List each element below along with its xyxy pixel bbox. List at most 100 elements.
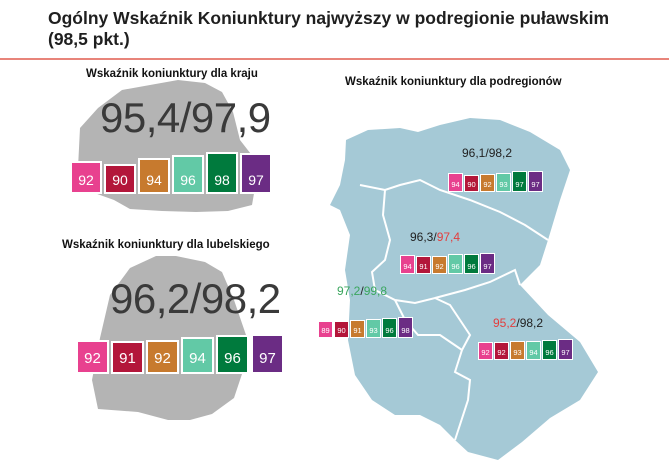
indicator-box: 92: [70, 161, 102, 194]
indicator-box-label: 89: [321, 325, 330, 335]
subregion-4-value-a: 95,2: [493, 316, 517, 330]
subregion-3-value-a: 97,2: [337, 284, 361, 298]
indicator-box: 94: [400, 255, 415, 274]
subregions-map-shape: [330, 118, 598, 460]
subregion-1-sep: /: [485, 146, 489, 160]
indicator-box-label: 92: [435, 261, 444, 271]
indicator-box: 90: [104, 164, 136, 194]
subregion-4-sep: /: [516, 316, 520, 330]
subregion-3-sep: /: [360, 284, 364, 298]
indicator-box: 96: [448, 254, 463, 274]
subregion-4-indicator-boxes: 92 92 93 94 96 97: [478, 339, 573, 360]
subregions-map: [330, 118, 598, 460]
indicator-box-label: 97: [531, 179, 540, 189]
indicator-box-label: 93: [499, 179, 508, 189]
indicator-box: 92: [432, 256, 447, 274]
country-indicator-boxes: 92 90 94 96 98 97: [70, 152, 272, 194]
indicator-box-label: 92: [483, 179, 492, 189]
indicator-box-label: 90: [112, 172, 128, 188]
indicator-box-label: 90: [337, 325, 346, 335]
indicator-box-label: 98: [214, 172, 230, 188]
indicator-box: 93: [496, 173, 511, 192]
indicator-box: 91: [416, 256, 431, 274]
indicator-box-label: 97: [483, 261, 492, 271]
indicator-box: 93: [366, 319, 381, 338]
province-value: 96,2/98,2: [110, 275, 281, 322]
page-title: Ogólny Wskaźnik Koniunktury najwyższy w …: [48, 8, 610, 49]
indicator-box-label: 97: [248, 172, 264, 188]
indicator-box-label: 96: [180, 172, 196, 188]
indicator-box-label: 92: [84, 350, 101, 367]
subregion-border: [359, 178, 549, 241]
subregion-3-value: 97,2/99,8: [337, 284, 387, 298]
indicator-box-label: 98: [401, 325, 410, 335]
indicator-box: 97: [251, 334, 284, 374]
indicator-box-label: 96: [467, 261, 476, 271]
indicator-box-label: 94: [451, 179, 460, 189]
indicator-box-label: 92: [497, 347, 506, 357]
indicator-box-label: 96: [451, 261, 460, 271]
indicator-box: 97: [480, 253, 495, 274]
indicator-box: 98: [206, 152, 238, 194]
indicator-box: 94: [448, 173, 463, 192]
indicator-box-label: 94: [189, 350, 206, 367]
subregion-2-value-a: 96,3: [410, 230, 434, 244]
indicator-box-label: 91: [419, 261, 428, 271]
subregions-heading: Wskaźnik koniunktury dla podregionów: [345, 76, 562, 88]
indicator-box: 96: [382, 318, 397, 338]
indicator-box: 92: [478, 342, 493, 360]
indicator-box: 91: [350, 320, 365, 338]
indicator-box: 89: [318, 321, 333, 338]
subregion-1-indicator-boxes: 94 90 92 93 97 97: [448, 171, 543, 192]
country-heading: Wskaźnik koniunktury dla kraju: [86, 68, 258, 80]
indicator-box: 91: [111, 341, 144, 374]
subregion-3-value-b: 99,8: [363, 284, 388, 298]
subregion-border: [434, 268, 521, 299]
indicator-box-label: 91: [119, 350, 136, 367]
indicator-box: 92: [494, 342, 509, 360]
indicator-box: 96: [216, 335, 249, 374]
subregion-1-value: 96,1/98,2: [462, 146, 512, 160]
indicator-box: 96: [172, 155, 204, 194]
indicator-box-label: 92: [78, 172, 94, 188]
indicator-box-label: 97: [515, 179, 524, 189]
indicator-box-label: 91: [353, 325, 362, 335]
subregion-2-value-b: 97,4: [436, 230, 461, 244]
indicator-box: 97: [558, 339, 573, 360]
indicator-box: 97: [240, 153, 272, 194]
subregion-border: [394, 299, 463, 351]
indicator-box: 90: [334, 321, 349, 338]
subregion-2-value: 96,3/97,4: [410, 230, 460, 244]
indicator-box: 94: [138, 158, 170, 194]
indicator-box: 90: [464, 175, 479, 192]
indicator-box-label: 90: [467, 179, 476, 189]
subregion-4-value-b: 98,2: [519, 316, 544, 330]
province-heading: Wskaźnik koniunktury dla lubelskiego: [62, 239, 270, 251]
indicator-box-label: 94: [529, 347, 538, 357]
indicator-box: 92: [480, 174, 495, 192]
indicator-box-label: 96: [224, 350, 241, 367]
subregion-1-value-b: 98,2: [488, 146, 513, 160]
lubelskie-map-shape: [92, 256, 246, 420]
indicator-box-label: 96: [545, 347, 554, 357]
indicator-box: 92: [76, 340, 109, 374]
province-indicator-boxes: 92 91 92 94 96 97: [76, 334, 284, 374]
indicator-box-label: 97: [561, 347, 570, 357]
indicator-box-label: 97: [259, 350, 276, 367]
indicator-box: 92: [146, 340, 179, 374]
indicator-box-label: 96: [385, 325, 394, 335]
subregion-4-value: 95,2/98,2: [493, 316, 543, 330]
indicator-box: 96: [464, 254, 479, 274]
indicator-box: 93: [510, 341, 525, 360]
indicator-box-label: 94: [146, 172, 162, 188]
subregion-2-indicator-boxes: 94 91 92 96 96 97: [400, 253, 495, 274]
indicator-box: 98: [398, 317, 413, 338]
indicator-box: 97: [512, 171, 527, 192]
country-value: 95,4/97,9: [100, 94, 271, 141]
subregion-1-value-a: 96,1: [462, 146, 486, 160]
indicator-box: 97: [528, 171, 543, 192]
indicator-box-label: 92: [481, 347, 490, 357]
subregion-2-sep: /: [433, 230, 437, 244]
indicator-box-label: 94: [403, 261, 412, 271]
indicator-box-label: 92: [154, 350, 171, 367]
